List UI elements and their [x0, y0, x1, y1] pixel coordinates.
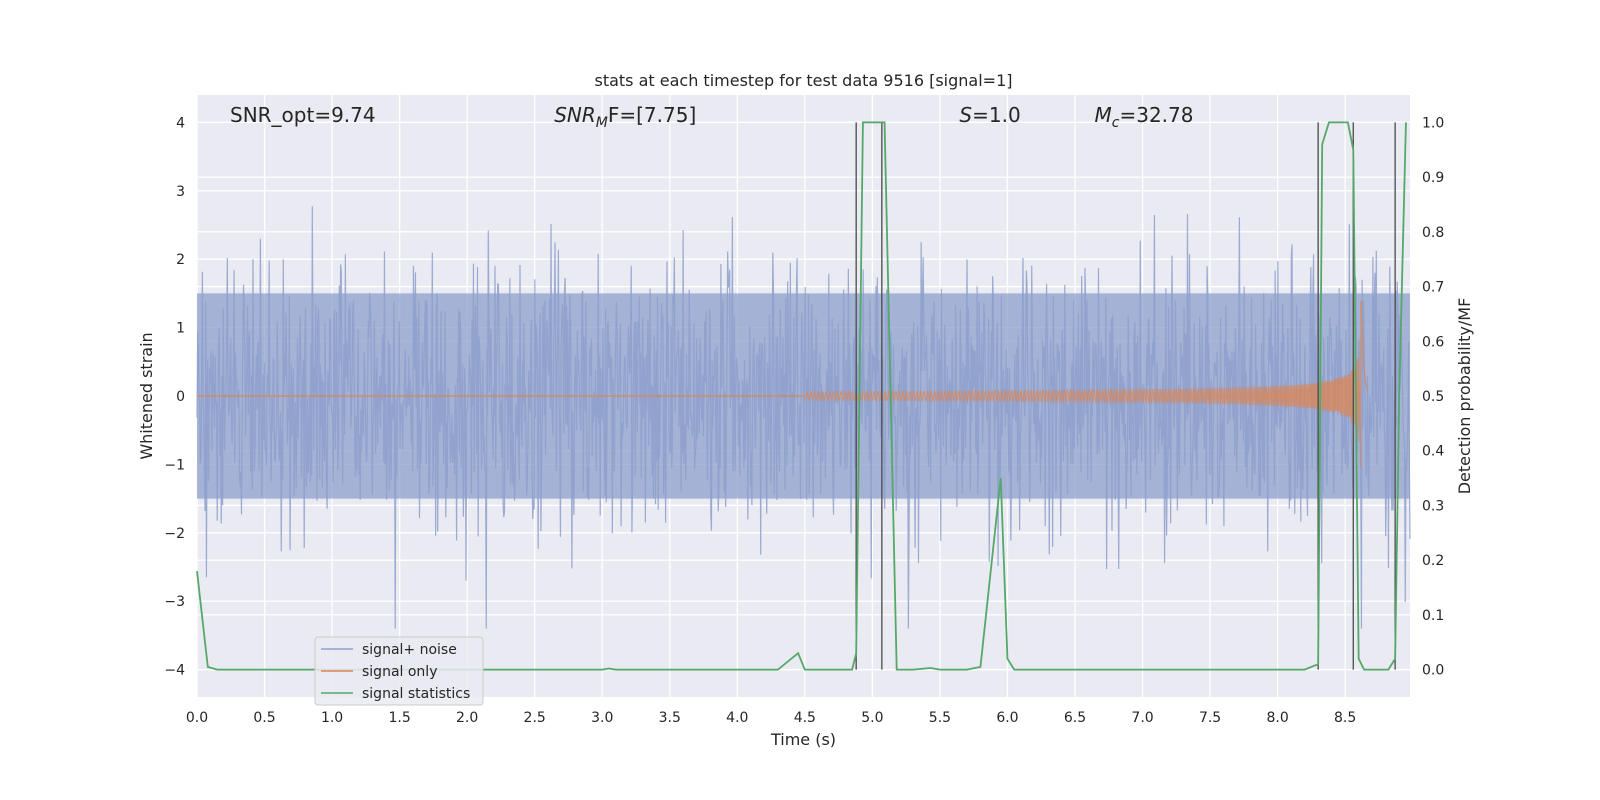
x-tick-label: 2.5 — [524, 710, 546, 726]
annotation-suffix: =32.78 — [1119, 103, 1193, 127]
x-tick-label: 5.0 — [861, 710, 883, 726]
y-right-tick-label: 0.0 — [1422, 663, 1444, 679]
x-tick-label: 6.5 — [1064, 710, 1086, 726]
y-axis-label: Whitened strain — [137, 332, 156, 459]
chart-title: stats at each timestep for test data 951… — [594, 71, 1012, 90]
y-right-tick-label: 0.7 — [1422, 280, 1444, 296]
x-axis-label: Time (s) — [770, 730, 836, 749]
legend-box — [314, 636, 484, 706]
x-tick-label: 7.5 — [1199, 710, 1221, 726]
y-right-tick-label: 0.1 — [1422, 608, 1444, 624]
annotation-0: SNR_opt=9.74 — [230, 103, 376, 127]
x-tick-label: 2.0 — [456, 710, 478, 726]
y-tick-label: −3 — [164, 594, 185, 610]
y-right-tick-label: 0.8 — [1422, 225, 1444, 241]
x-tick-label: 4.5 — [794, 710, 816, 726]
legend-label-signal-statistics: signal statistics — [362, 686, 470, 702]
y-right-tick-label: 0.9 — [1422, 170, 1444, 186]
annotation-2: S=1.0 — [959, 103, 1020, 127]
y-axis-ticks: 4 3 2 1 0 −1 −2 −3 −4 — [164, 115, 185, 678]
y-tick-label: −2 — [164, 526, 185, 542]
y-tick-label: 3 — [176, 184, 185, 200]
y-tick-label: 4 — [176, 115, 185, 131]
x-tick-label: 0.0 — [186, 710, 208, 726]
x-tick-label: 5.5 — [929, 710, 951, 726]
x-tick-label: 8.0 — [1266, 710, 1288, 726]
y-axis-right-label: Detection probability/MF — [1455, 298, 1474, 495]
annotation-main: M — [1095, 103, 1112, 127]
annotation-3: Mc=32.78 — [1095, 103, 1194, 131]
annotations: SNR_opt=9.74 SNRMF=[7.75] S=1.0 Mc=32.78 — [230, 103, 1193, 131]
probability-line — [196, 121, 1407, 671]
annotation-subscript: c — [1112, 115, 1120, 131]
y-tick-label: −1 — [164, 457, 185, 473]
annotation-suffix: F=[7.75] — [608, 103, 696, 127]
series-signal-statistics — [196, 121, 1407, 671]
x-tick-label: 6.0 — [996, 710, 1018, 726]
y-right-tick-label: 0.6 — [1422, 334, 1444, 350]
x-tick-label: 4.0 — [726, 710, 748, 726]
x-tick-label: 3.0 — [591, 710, 613, 726]
y-tick-label: −4 — [164, 663, 185, 679]
series-signal-only — [197, 300, 1369, 469]
y-tick-label: 0 — [176, 389, 185, 405]
x-tick-label: 7.0 — [1131, 710, 1153, 726]
annotation-main: SNR — [554, 103, 596, 127]
annotation-main: S — [959, 103, 972, 127]
y-right-tick-label: 0.2 — [1422, 553, 1444, 569]
legend-label-signal-only: signal only — [362, 664, 437, 680]
x-tick-label: 8.5 — [1334, 710, 1356, 726]
y-tick-label: 2 — [176, 252, 185, 268]
x-tick-label: 3.5 — [659, 710, 681, 726]
x-tick-label: 0.5 — [253, 710, 275, 726]
vertical-markers — [855, 122, 1396, 670]
chirp-trace — [804, 300, 1369, 469]
annotation-1: SNRMF=[7.75] — [554, 103, 696, 131]
legend-label-signal-noise: signal+ noise — [362, 642, 457, 658]
annotation-suffix: =1.0 — [972, 103, 1021, 127]
legend: signal+ noise signal only signal statist… — [314, 636, 484, 706]
x-axis-ticks: 0.0 0.5 1.0 1.5 2.0 2.5 3.0 3.5 4.0 4.5 5.0 5.5 6.0 6… — [186, 710, 1356, 726]
annotation-subscript: M — [596, 115, 608, 131]
x-tick-label: 1.5 — [388, 710, 410, 726]
y-tick-label: 1 — [176, 321, 185, 337]
y-right-tick-label: 0.3 — [1422, 498, 1444, 514]
y-right-tick-label: 1.0 — [1422, 115, 1444, 131]
y-axis-right-ticks: 1.0 0.9 0.8 0.7 0.6 0.5 0.4 0.3 0.2 0.1 0.0 — [1422, 115, 1444, 678]
x-tick-label: 1.0 — [321, 710, 343, 726]
annotation-main: SNR_opt=9.74 — [230, 103, 376, 127]
y-right-tick-label: 0.5 — [1422, 389, 1444, 405]
y-right-tick-label: 0.4 — [1422, 444, 1444, 460]
